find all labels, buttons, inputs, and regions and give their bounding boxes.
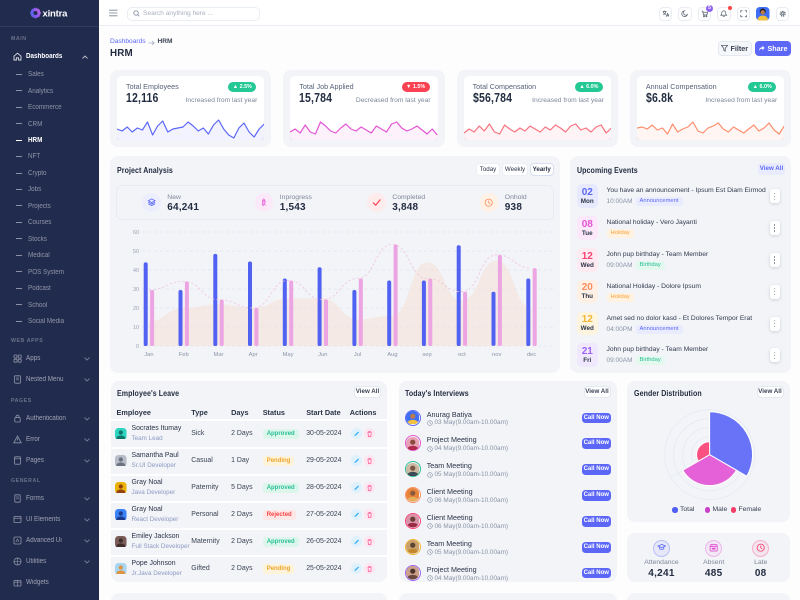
svg-text:Aug: Aug bbox=[387, 352, 397, 358]
svg-text:Jul: Jul bbox=[354, 352, 361, 358]
svg-text:Apr: Apr bbox=[249, 352, 258, 358]
svg-text:Mar: Mar bbox=[214, 352, 224, 358]
svg-text:30: 30 bbox=[133, 287, 139, 293]
svg-text:50: 50 bbox=[133, 249, 139, 255]
svg-text:40: 40 bbox=[133, 268, 139, 274]
svg-text:0: 0 bbox=[136, 344, 139, 350]
svg-text:60: 60 bbox=[133, 230, 139, 236]
svg-text:Feb: Feb bbox=[179, 352, 189, 358]
svg-text:oct: oct bbox=[458, 352, 466, 358]
svg-text:Jun: Jun bbox=[318, 352, 327, 358]
svg-text:sep: sep bbox=[422, 352, 431, 358]
svg-text:dec: dec bbox=[527, 352, 536, 358]
svg-text:20: 20 bbox=[133, 306, 139, 312]
svg-text:nov: nov bbox=[492, 352, 501, 358]
svg-text:Jan: Jan bbox=[144, 352, 153, 358]
svg-text:May: May bbox=[283, 352, 294, 358]
svg-text:xintra: xintra bbox=[43, 9, 69, 20]
svg-text:10: 10 bbox=[133, 325, 139, 331]
